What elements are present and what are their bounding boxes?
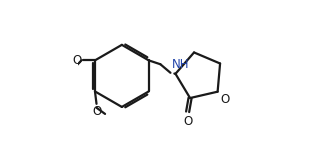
- Text: O: O: [72, 54, 81, 67]
- Text: O: O: [220, 93, 229, 106]
- Text: NH: NH: [171, 58, 189, 71]
- Text: O: O: [92, 105, 101, 118]
- Text: O: O: [183, 115, 192, 128]
